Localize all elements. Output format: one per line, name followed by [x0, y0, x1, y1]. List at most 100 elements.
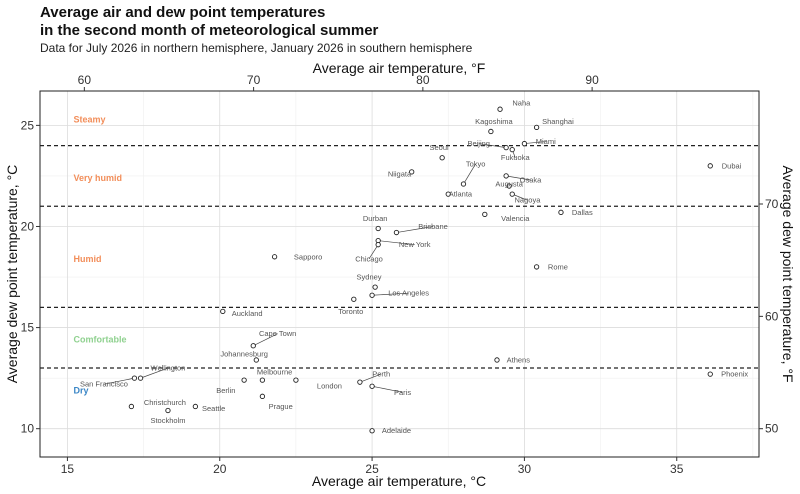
data-point — [351, 296, 357, 302]
title-line-2: in the second month of meteorological su… — [40, 22, 379, 39]
y-tick-label-left: 15 — [21, 321, 35, 335]
data-point — [369, 292, 375, 298]
y-tick-label-right: 60 — [765, 309, 779, 323]
city-label: Kagoshima — [475, 117, 513, 126]
data-point — [293, 377, 299, 383]
leader-line — [524, 141, 546, 144]
y-axis-title-left: Average dew point temperature, °C — [4, 165, 20, 384]
gridlines — [40, 91, 759, 457]
chart-subtitle: Data for July 2026 in northern hemispher… — [40, 41, 473, 55]
city-label: Sapporo — [294, 252, 322, 261]
data-point — [488, 128, 494, 135]
data-point — [521, 140, 528, 147]
city-label: New York — [399, 240, 431, 249]
band-label: Comfortable — [74, 335, 127, 345]
data-point — [460, 181, 467, 187]
data-point — [533, 124, 540, 131]
city-label: Beijing — [467, 139, 490, 148]
data-point — [509, 191, 515, 197]
city-label: Atlanta — [449, 190, 473, 199]
y-tick-label-left: 20 — [21, 219, 35, 233]
city-label: Adelaide — [382, 426, 411, 435]
data-point — [253, 357, 259, 363]
data-point — [192, 403, 199, 410]
city-label: Paris — [394, 388, 411, 397]
city-label: San Francisco — [80, 380, 128, 389]
data-point — [165, 407, 171, 414]
city-label: Sydney — [357, 273, 382, 282]
city-label: Seoul — [430, 143, 450, 152]
data-point — [707, 371, 713, 377]
data-point — [271, 254, 278, 260]
band-label: Dry — [74, 385, 89, 395]
y-tick-label-right: 50 — [765, 422, 779, 436]
plot-background — [40, 91, 759, 457]
city-label: Perth — [372, 370, 390, 379]
leader-line — [253, 333, 278, 347]
city-labels: Naha Shanghai Kagoshima Miami Beijing Seoul Fu… — [80, 99, 748, 436]
data-point — [533, 264, 540, 270]
city-label: Chicago — [355, 254, 383, 263]
data-point — [369, 383, 375, 389]
data-point — [357, 379, 363, 385]
y-tick-label-left: 25 — [21, 118, 35, 132]
leader-line — [396, 226, 434, 233]
data-point — [503, 144, 509, 151]
city-label: Durban — [363, 214, 388, 223]
city-label: Stockholm — [150, 416, 185, 425]
data-point — [506, 183, 512, 189]
plot-frame — [39, 90, 760, 458]
city-label: Shanghai — [542, 117, 574, 126]
y-tick-label-right: 70 — [765, 197, 779, 211]
data-point — [131, 375, 138, 381]
city-label: Valencia — [501, 214, 530, 223]
leader-line — [372, 385, 403, 393]
data-point — [439, 155, 445, 161]
city-label: Berlin — [216, 386, 235, 395]
city-label: Prague — [269, 402, 293, 411]
band-label: Steamy — [74, 114, 106, 124]
city-label: Toronto — [338, 307, 363, 316]
city-label: Cape Town — [259, 329, 296, 338]
city-label: Johannesburg — [220, 349, 268, 358]
x-tick-label-top: 80 — [416, 73, 430, 87]
x-tick-label-bottom: 15 — [61, 462, 75, 476]
city-label: Nagoya — [515, 196, 542, 205]
y-axis-title-right: Average dew point temperature, °F — [780, 165, 796, 382]
data-point — [497, 106, 503, 112]
band-labels: Steamy Very humid Humid Comfortable Dry — [74, 114, 127, 395]
data-point — [220, 308, 226, 315]
data-point — [393, 229, 400, 236]
city-label: Athens — [507, 355, 531, 364]
axis-ticks: 15 20 25 30 35 60 70 80 90 10 15 20 25 50 60 70 — [21, 73, 779, 476]
y-tick-label-left: 10 — [21, 422, 35, 436]
data-point — [707, 163, 713, 169]
city-label: Niigata — [388, 169, 412, 178]
data-point — [503, 173, 509, 179]
city-label: Fukuoka — [501, 153, 531, 162]
city-label: Dallas — [572, 208, 593, 217]
city-label: Christchurch — [144, 398, 186, 407]
x-tick-label-bottom: 30 — [518, 462, 532, 476]
leader-line — [140, 367, 169, 379]
x-tick-label-top: 70 — [247, 73, 261, 87]
leader-line — [478, 143, 507, 148]
data-point — [445, 191, 451, 197]
x-axis-title-top: Average air temperature, °F — [313, 60, 486, 76]
city-label: Miami — [536, 137, 556, 146]
city-label: London — [317, 382, 342, 391]
leader-lines — [103, 141, 546, 393]
data-point — [137, 375, 144, 381]
data-point — [482, 211, 488, 217]
chart-title: Average air and dew point temperatures i… — [40, 4, 378, 40]
city-label: Wellington — [151, 364, 186, 373]
city-label: Phoenix — [721, 370, 748, 379]
x-tick-label-top: 60 — [78, 73, 92, 87]
data-point — [494, 357, 500, 363]
data-point — [369, 428, 375, 434]
leader-line — [378, 240, 415, 246]
data-point — [409, 169, 415, 175]
data-point — [509, 146, 515, 153]
data-point — [241, 377, 247, 383]
